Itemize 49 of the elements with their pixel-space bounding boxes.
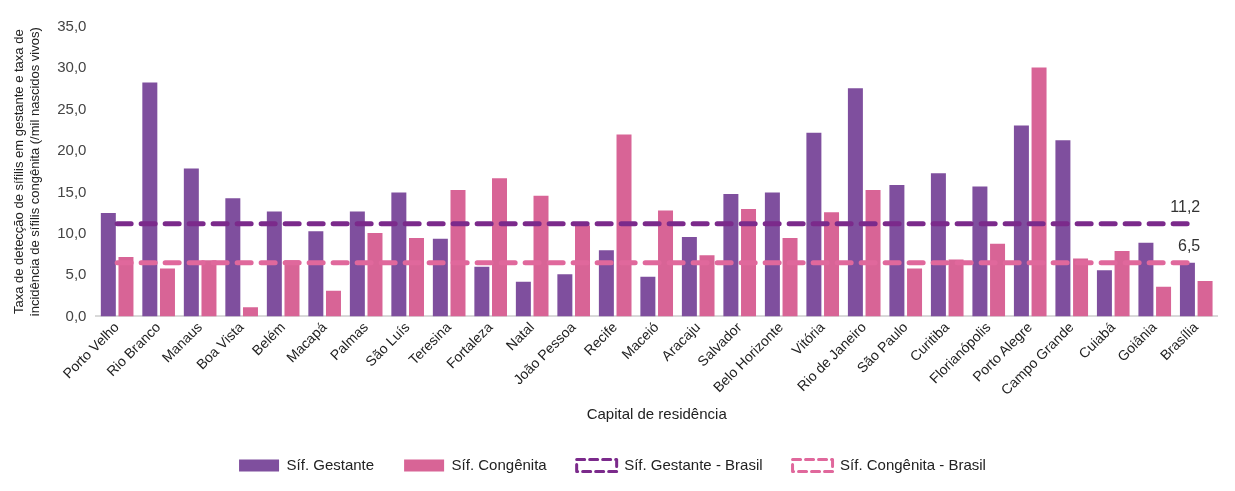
bar [723,194,739,317]
bar [432,238,448,317]
bar [308,231,324,317]
bar [391,192,407,317]
y-tick-label: 35,0 [57,17,87,35]
bar [806,132,822,317]
y-tick-label: 30,0 [57,58,87,76]
bar [1055,140,1071,317]
bar [225,198,241,317]
data-label: 6,5 [1178,237,1201,255]
y-tick-label: 0,0 [65,306,87,324]
bar [1138,242,1154,317]
x-axis-title: Capital de residência [586,405,728,423]
bar [640,276,656,317]
bar [242,307,258,317]
bar [266,211,282,317]
bar [847,88,863,317]
bar [183,168,199,317]
bar [889,184,905,317]
bar [930,173,946,317]
bar [598,250,614,317]
y-axis-title: Taxa de detecção de sífilis em gestante e taxa de incidência de sífilis congênita (/mil nascidos vivos) [11,27,42,317]
y-tick-label: 25,0 [57,99,87,117]
legend-label: Síf. Congênita [451,455,548,473]
data-label: 11,2 [1170,198,1201,216]
bar [1156,286,1172,317]
bar [100,213,116,317]
y-tick-label: 5,0 [65,265,87,283]
legend-label: Síf. Gestante [286,455,375,473]
legend-label: Síf. Gestante - Brasil [624,455,763,473]
bar [515,281,531,317]
bar [349,211,365,317]
bar [907,268,923,317]
bar [972,186,988,317]
bar [159,268,175,317]
bar [1197,280,1213,317]
bar [1096,270,1112,317]
bar [142,82,158,317]
bar [1179,262,1195,317]
y-tick-label: 10,0 [57,223,87,241]
bar [325,290,341,317]
bar [764,192,780,317]
bar [681,237,697,317]
y-tick-label: 15,0 [57,182,87,200]
bar [557,274,573,317]
legend-label: Síf. Congênita - Brasil [840,455,986,473]
bar [1013,125,1029,317]
y-tick-label: 20,0 [57,141,87,159]
bar [474,266,490,317]
